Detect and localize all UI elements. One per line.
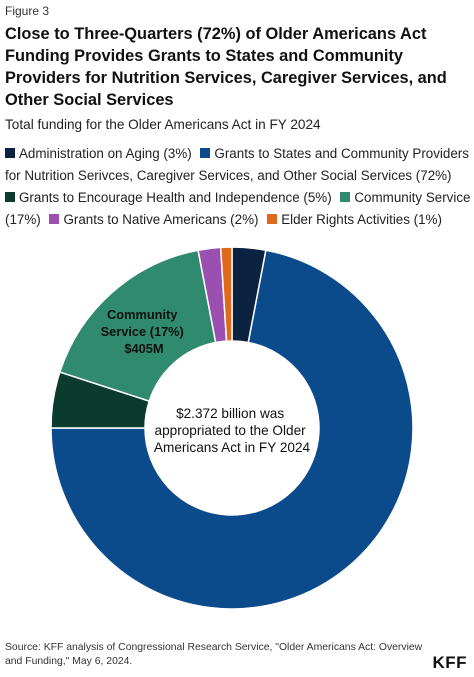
callout-line: Community — [107, 307, 178, 322]
legend-label: Community Service (17%) — [5, 190, 471, 227]
legend-swatch — [5, 192, 15, 202]
center-note-line: $2.372 billion was — [176, 406, 284, 421]
legend-item-grants-to-states: Grants to States and Community Providers… — [5, 146, 469, 183]
kff-logo: KFF — [432, 653, 467, 672]
center-note-line: Americans Act in FY 2024 — [154, 440, 311, 455]
callout-line: Service (17%) — [101, 324, 184, 339]
legend-item-health-and-independence: Grants to Encourage Health and Independe… — [5, 190, 332, 205]
legend-swatch — [267, 214, 278, 224]
legend-swatch — [340, 192, 351, 202]
legend-item-community-service: Community Service (17%) — [5, 190, 470, 227]
legend-label: Grants to States and Community Providers… — [5, 146, 469, 183]
source-note: Source: KFF analysis of Congressional Re… — [5, 642, 423, 667]
callout-line: $405M — [124, 341, 163, 356]
legend-swatch — [5, 148, 15, 158]
community-service-callout: Community Service (17%) $405M — [101, 307, 188, 356]
legend-item-native-americans: Grants to Native Americans (2%) — [49, 212, 258, 227]
legend-label: Grants to Encourage Health and Independe… — [19, 190, 332, 205]
legend-item-administration-on-aging: Administration on Aging (3%) — [5, 146, 192, 161]
figure-label: Figure 3 — [5, 4, 50, 18]
legend-swatch — [49, 214, 60, 224]
donut-chart: Community Service (17%) $405M $2.372 bil… — [50, 246, 414, 610]
chart-subtitle: Total funding for the Older Americans Ac… — [5, 117, 321, 132]
legend-label: Elder Rights Activities (1%) — [281, 212, 442, 227]
donut-slice-3 — [58, 249, 217, 403]
chart-legend: Administration on Aging (3%) Grants to S… — [5, 143, 471, 231]
legend-label: Grants to Native Americans (2%) — [63, 212, 259, 227]
donut-slice-5 — [219, 246, 233, 342]
legend-swatch — [200, 148, 211, 158]
donut-slices — [50, 246, 414, 610]
legend-label: Administration on Aging (3%) — [19, 146, 192, 161]
center-note-line: appropriated to the Older — [155, 423, 307, 438]
donut-center-note: $2.372 billion was appropriated to the O… — [154, 406, 311, 455]
donut-slice-1 — [50, 249, 414, 610]
chart-title: Close to Three-Quarters (72%) of Older A… — [5, 25, 447, 109]
legend-item-elder-rights: Elder Rights Activities (1%) — [267, 212, 442, 227]
